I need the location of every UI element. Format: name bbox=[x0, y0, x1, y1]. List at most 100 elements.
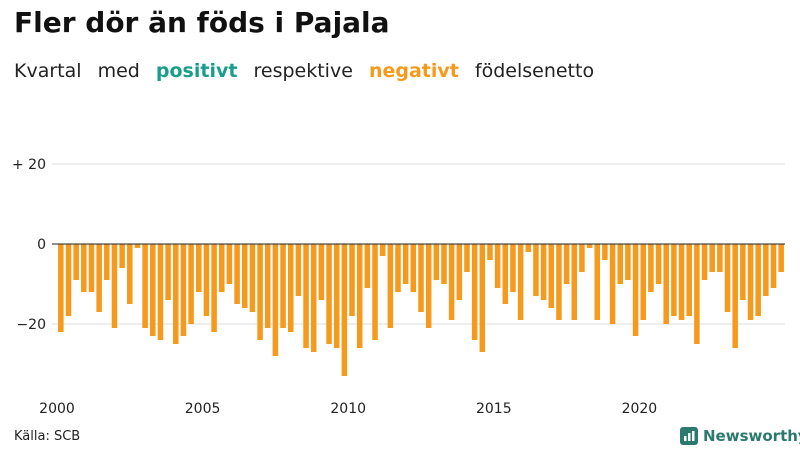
bar bbox=[448, 244, 455, 320]
bar bbox=[494, 244, 501, 288]
bar bbox=[609, 244, 616, 324]
x-tick-label: 2000 bbox=[39, 401, 75, 417]
bar bbox=[188, 244, 194, 324]
bar bbox=[701, 244, 708, 280]
bar bbox=[280, 244, 286, 328]
bar bbox=[219, 244, 225, 292]
bar bbox=[502, 244, 509, 304]
subtitle-negative-label: negativt bbox=[368, 60, 459, 82]
subtitle-word-kvartal: Kvartal bbox=[14, 60, 82, 82]
bar bbox=[81, 244, 87, 292]
y-tick-label: 0 bbox=[37, 237, 46, 253]
bar-chart-icon bbox=[680, 427, 698, 445]
bar bbox=[142, 244, 148, 328]
bar bbox=[196, 244, 202, 292]
chart-title: Fler dör än föds i Pajala bbox=[14, 6, 390, 39]
bar bbox=[732, 244, 738, 348]
bar bbox=[671, 244, 677, 316]
bar bbox=[617, 244, 623, 284]
bar bbox=[88, 244, 95, 292]
x-tick-label: 2015 bbox=[476, 401, 512, 417]
bar bbox=[678, 244, 685, 320]
bar bbox=[525, 244, 532, 252]
bar bbox=[257, 244, 263, 340]
bar bbox=[441, 244, 447, 284]
bar bbox=[96, 244, 102, 312]
bar bbox=[717, 244, 723, 272]
bar bbox=[594, 244, 601, 320]
bar bbox=[556, 244, 562, 320]
bar bbox=[58, 244, 64, 332]
bar bbox=[165, 244, 171, 300]
bar bbox=[104, 244, 110, 280]
brand-logo: Newsworthy bbox=[680, 427, 800, 445]
bar bbox=[287, 244, 294, 332]
bar bbox=[326, 244, 332, 344]
y-tick-label: −20 bbox=[16, 317, 46, 333]
bar bbox=[341, 244, 348, 376]
bar bbox=[456, 244, 463, 300]
bar bbox=[433, 244, 440, 280]
subtitle-word-respektive: respektive bbox=[253, 60, 353, 82]
bar bbox=[303, 244, 309, 348]
bar bbox=[65, 244, 72, 316]
bar bbox=[241, 244, 248, 308]
bar bbox=[272, 244, 279, 356]
bar bbox=[625, 244, 631, 280]
bar bbox=[387, 244, 394, 328]
bar bbox=[150, 244, 156, 336]
bar bbox=[211, 244, 217, 332]
bar bbox=[571, 244, 578, 320]
bar bbox=[740, 244, 746, 300]
bar bbox=[632, 244, 639, 336]
bar bbox=[418, 244, 424, 312]
bar bbox=[709, 244, 715, 272]
bar bbox=[778, 244, 784, 272]
x-tick-label: 2010 bbox=[330, 401, 366, 417]
bar bbox=[318, 244, 325, 300]
x-tick-label: 2020 bbox=[622, 401, 658, 417]
subtitle-word-med: med bbox=[97, 60, 140, 82]
bar bbox=[602, 244, 608, 260]
bar bbox=[157, 244, 164, 340]
bar bbox=[111, 244, 118, 328]
bar bbox=[402, 244, 409, 284]
bar bbox=[686, 244, 692, 316]
bar bbox=[264, 244, 271, 328]
bar bbox=[310, 244, 317, 352]
subtitle-word-fodelsenetto: födelsenetto bbox=[474, 60, 595, 82]
brand-name: Newsworthy bbox=[703, 427, 800, 445]
bar bbox=[586, 244, 593, 248]
bar bbox=[548, 244, 555, 308]
bar bbox=[640, 244, 646, 320]
y-tick-label: + 20 bbox=[12, 157, 46, 173]
bar bbox=[663, 244, 669, 324]
bar bbox=[479, 244, 486, 352]
bar bbox=[203, 244, 210, 316]
bar bbox=[364, 244, 371, 288]
bar bbox=[295, 244, 302, 296]
bar bbox=[724, 244, 731, 312]
bar bbox=[356, 244, 363, 348]
bar bbox=[487, 244, 493, 260]
bar bbox=[372, 244, 378, 340]
bar bbox=[425, 244, 432, 328]
bar bbox=[755, 244, 761, 316]
bar bbox=[563, 244, 570, 284]
bar bbox=[119, 244, 125, 268]
bar bbox=[173, 244, 179, 344]
bar bbox=[73, 244, 79, 280]
bar bbox=[349, 244, 355, 316]
bar bbox=[540, 244, 547, 300]
bar bbox=[694, 244, 700, 344]
bar bbox=[180, 244, 187, 336]
x-tick-label: 2005 bbox=[185, 401, 221, 417]
bar bbox=[770, 244, 777, 288]
bar bbox=[379, 244, 386, 256]
bar bbox=[655, 244, 662, 284]
bar bbox=[533, 244, 539, 296]
bar bbox=[648, 244, 654, 292]
bar bbox=[510, 244, 516, 292]
bar bbox=[234, 244, 240, 304]
